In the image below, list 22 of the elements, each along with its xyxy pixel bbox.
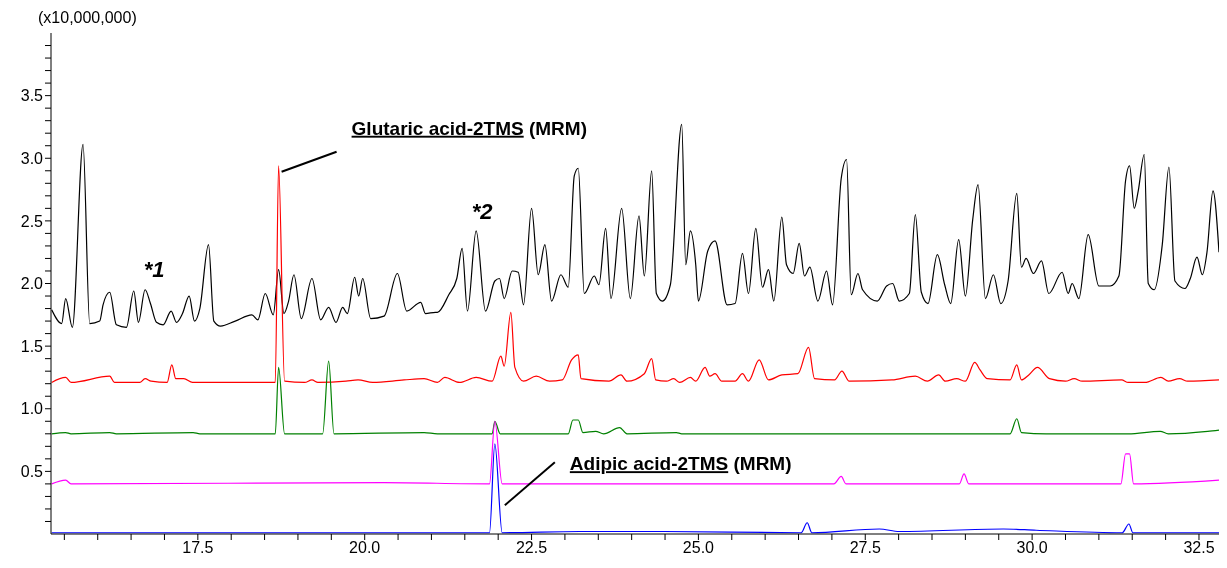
annotation: *1 [143, 256, 165, 282]
x-tick-label: 17.5 [182, 539, 214, 557]
y-tick-label: 1.0 [20, 400, 44, 418]
y-tick-label: 3.0 [20, 149, 44, 167]
x-tick-label: 25.0 [682, 539, 715, 557]
x-tick-label: 32.5 [1183, 539, 1215, 557]
x-tick-label: 22.5 [515, 539, 548, 557]
y-tick-label: 1.5 [20, 337, 44, 355]
x-tick-label: 27.5 [849, 539, 881, 557]
y-tick-label: 2.0 [20, 275, 44, 293]
annotation: Adipic acid-2TMS (MRM) [569, 453, 792, 475]
annotation: *2 [471, 198, 494, 224]
line-series [51, 420, 1219, 485]
x-tick-label: 30.0 [1016, 539, 1048, 557]
y-tick-label: 2.5 [20, 212, 44, 230]
x-tick-label: 20.0 [349, 539, 381, 557]
y-axis-title: (x10,000,000) [38, 9, 137, 27]
y-tick-label: 0.5 [20, 463, 44, 481]
y-tick-label: 3.5 [20, 87, 44, 105]
line-series [51, 360, 1219, 435]
annotation: Glutaric acid-2TMS (MRM) [351, 117, 588, 139]
line-series [51, 165, 1219, 384]
